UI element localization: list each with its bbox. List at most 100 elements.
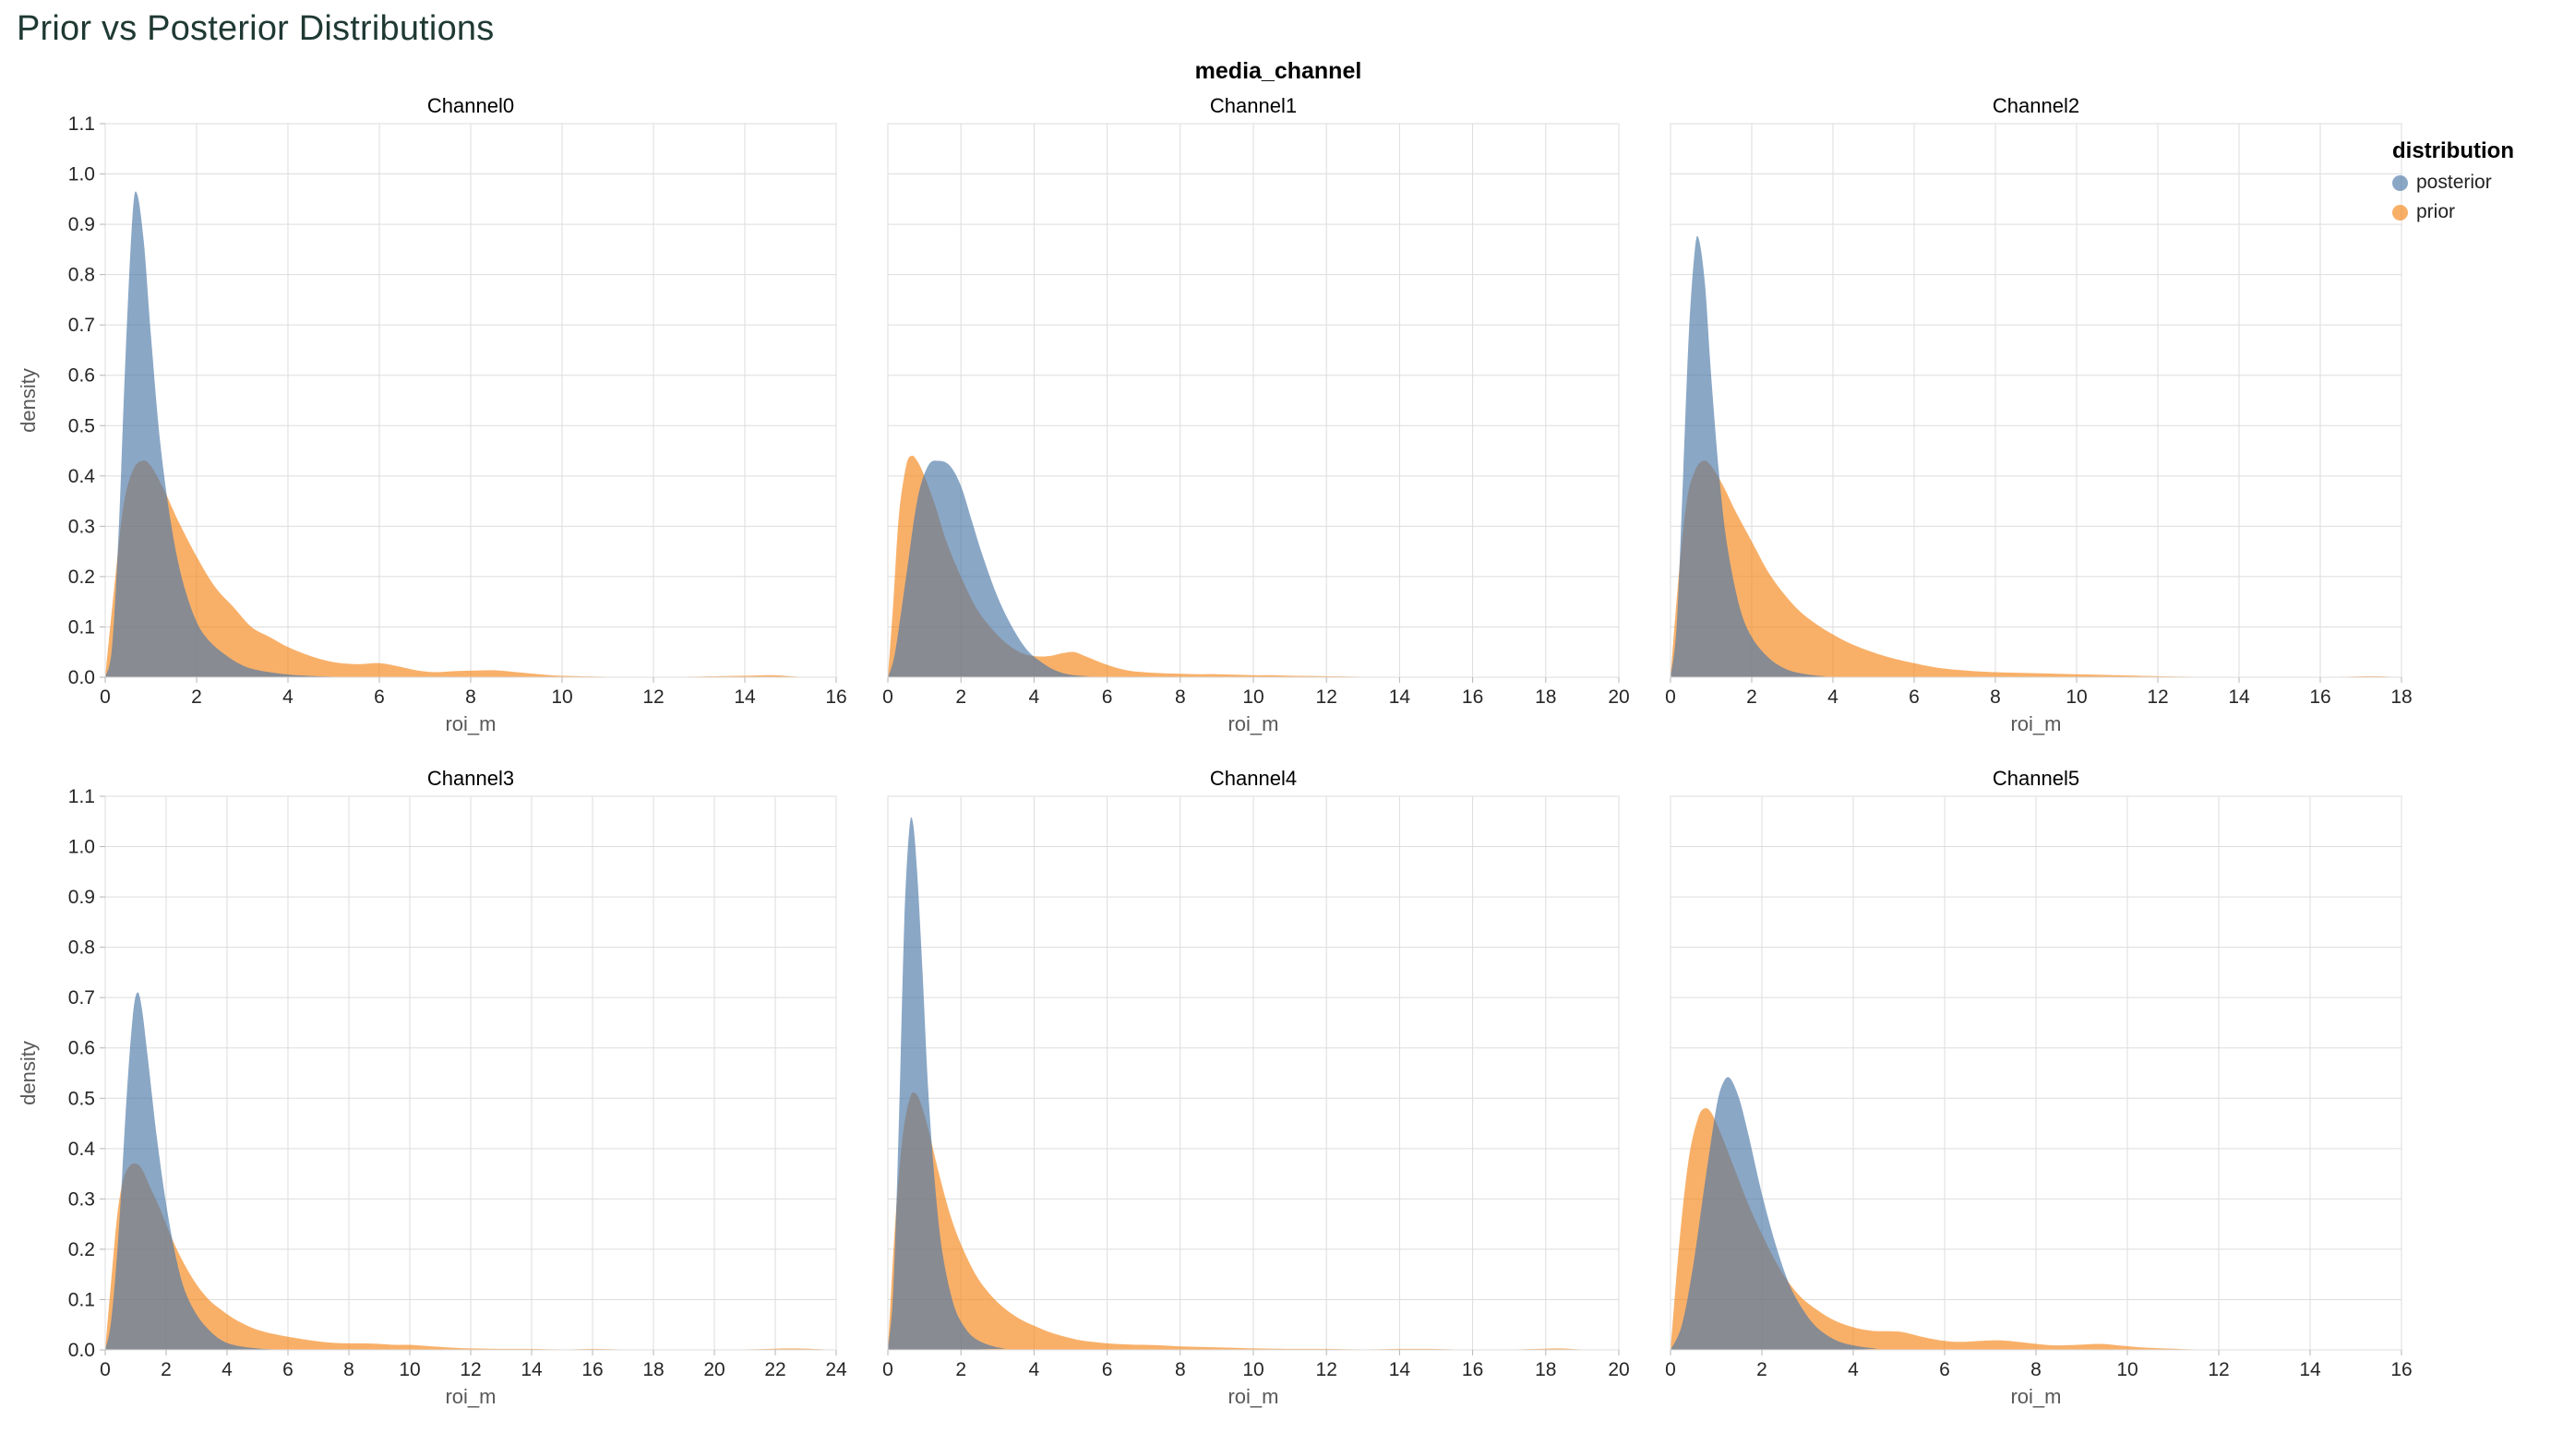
chart-cell-channel4: 0 2 4 6 8 10 12 14 16 18 20 Channel4 roi_m [875,767,1632,1415]
svg-text:14: 14 [1389,686,1411,708]
svg-text:Channel5: Channel5 [1993,769,2079,790]
svg-text:0.3: 0.3 [68,516,95,537]
svg-text:0.6: 0.6 [68,365,95,387]
svg-text:roi_m: roi_m [445,1385,496,1408]
svg-text:8: 8 [1990,686,2001,708]
svg-text:22: 22 [764,1359,785,1380]
svg-text:10: 10 [551,686,572,708]
svg-text:18: 18 [1535,686,1556,708]
svg-text:0.2: 0.2 [68,567,95,588]
svg-text:0.7: 0.7 [68,987,95,1008]
svg-text:0.4: 0.4 [68,1139,96,1160]
svg-text:16: 16 [825,686,846,708]
svg-text:4: 4 [222,1359,233,1380]
svg-text:roi_m: roi_m [2010,712,2061,735]
svg-text:roi_m: roi_m [445,712,496,735]
svg-text:10: 10 [1242,686,1264,708]
svg-text:16: 16 [581,1359,603,1380]
svg-text:14: 14 [2228,686,2250,708]
svg-text:6: 6 [1909,686,1920,708]
svg-text:0.4: 0.4 [68,466,96,487]
svg-text:10: 10 [399,1359,420,1380]
svg-text:12: 12 [460,1359,481,1380]
chart-row-1: 0 2 4 6 8 10 12 14 16 0.0 0.1 0.2 0.3 0.4 0.5 0.6 0.7 0.8… [17,94,2540,743]
svg-text:0.2: 0.2 [68,1239,95,1260]
svg-text:1.0: 1.0 [68,164,95,185]
channel2-density-plot: 0 2 4 6 8 10 12 14 16 18 Channel2 roi_m [1665,94,2413,735]
svg-text:6: 6 [1102,1359,1113,1380]
svg-text:12: 12 [2147,686,2168,708]
svg-text:0.7: 0.7 [68,315,95,336]
svg-text:0.0: 0.0 [68,667,95,688]
svg-text:1.1: 1.1 [68,113,95,135]
svg-text:1.0: 1.0 [68,837,95,858]
prior-swatch-icon [2392,204,2408,221]
svg-text:10: 10 [2066,686,2087,708]
svg-text:14: 14 [2299,1359,2321,1380]
svg-text:1.1: 1.1 [68,786,95,807]
svg-text:16: 16 [1462,686,1483,708]
charts-grid: 0 2 4 6 8 10 12 14 16 0.0 0.1 0.2 0.3 0.4 0.5 0.6 0.7 0.8… [17,94,2540,1415]
legend: distribution posterior prior [2392,138,2540,223]
svg-text:6: 6 [282,1359,293,1380]
svg-text:8: 8 [1175,1359,1186,1380]
svg-text:4: 4 [282,686,293,708]
page: Prior vs Posterior Distributions media_c… [17,9,2540,1415]
svg-text:Channel0: Channel0 [427,96,514,117]
svg-text:0: 0 [100,686,111,708]
svg-text:0.0: 0.0 [68,1340,95,1361]
svg-text:18: 18 [1535,1359,1556,1380]
svg-text:2: 2 [1756,1359,1767,1380]
svg-text:8: 8 [1175,686,1186,708]
svg-text:24: 24 [825,1359,847,1380]
channel4-density-plot: 0 2 4 6 8 10 12 14 16 18 20 Channel4 roi_m [882,767,1630,1408]
svg-text:14: 14 [734,686,756,708]
svg-text:2: 2 [191,686,202,708]
svg-text:16: 16 [2309,686,2330,708]
svg-text:2: 2 [1746,686,1757,708]
svg-text:0.9: 0.9 [68,887,95,908]
posterior-swatch-icon [2392,174,2408,191]
svg-text:20: 20 [1608,686,1629,708]
svg-text:12: 12 [1316,686,1337,708]
svg-text:0.6: 0.6 [68,1038,95,1059]
svg-text:Channel1: Channel1 [1210,96,1297,117]
svg-text:roi_m: roi_m [2010,1385,2061,1408]
svg-text:0.5: 0.5 [68,1088,95,1109]
svg-text:20: 20 [703,1359,725,1380]
svg-text:roi_m: roi_m [1228,1385,1278,1408]
svg-text:Channel2: Channel2 [1993,96,2079,117]
svg-text:2: 2 [161,1359,172,1380]
svg-text:10: 10 [1242,1359,1264,1380]
svg-text:0: 0 [1665,1359,1676,1380]
channel3-density-plot: 0 2 4 6 8 10 12 14 16 18 20 22 240.00.10.20.30.40.50… [17,767,847,1408]
chart-cell-channel0: 0 2 4 6 8 10 12 14 16 0.0 0.1 0.2 0.3 0.4 0.5 0.6 0.7 0.8… [17,94,849,743]
chart-row-2: 0 2 4 6 8 10 12 14 16 18 20 22 24 0.0 0.1 0.2 0.3 0.4 0.5 0… [17,767,2540,1415]
svg-text:8: 8 [343,1359,354,1380]
svg-text:4: 4 [1848,1359,1859,1380]
chart-cell-channel1: 0 2 4 6 8 10 12 14 16 18 20 Channel1 roi_m [875,94,1632,743]
page-title: Prior vs Posterior Distributions [17,9,495,48]
svg-text:18: 18 [2390,686,2412,708]
svg-text:4: 4 [1029,686,1040,708]
svg-text:6: 6 [1102,686,1113,708]
svg-text:12: 12 [2208,1359,2229,1380]
svg-text:Channel4: Channel4 [1210,769,1297,790]
svg-text:8: 8 [2030,1359,2042,1380]
svg-text:10: 10 [2116,1359,2138,1380]
svg-text:roi_m: roi_m [1228,712,1278,735]
svg-text:2: 2 [955,1359,966,1380]
channel1-density-plot: 0 2 4 6 8 10 12 14 16 18 20 Channel1 roi_m [882,94,1630,735]
chart-cell-channel5: 0 2 4 6 8 10 12 14 16 Channel5 roi_m [1658,767,2414,1415]
svg-text:14: 14 [521,1359,543,1380]
svg-text:18: 18 [642,1359,664,1380]
legend-item-posterior: posterior [2392,172,2540,194]
svg-text:20: 20 [1608,1359,1629,1380]
svg-text:0: 0 [882,686,893,708]
svg-text:4: 4 [1029,1359,1040,1380]
svg-text:0: 0 [100,1359,111,1380]
svg-text:density: density [17,368,40,433]
channel0-density-plot: 0 2 4 6 8 10 12 14 16 0.0 0.1 0.2 0.3 0.4 0.5 0.6 0.7 0.8… [17,94,847,735]
svg-text:14: 14 [1389,1359,1411,1380]
svg-text:2: 2 [955,686,966,708]
